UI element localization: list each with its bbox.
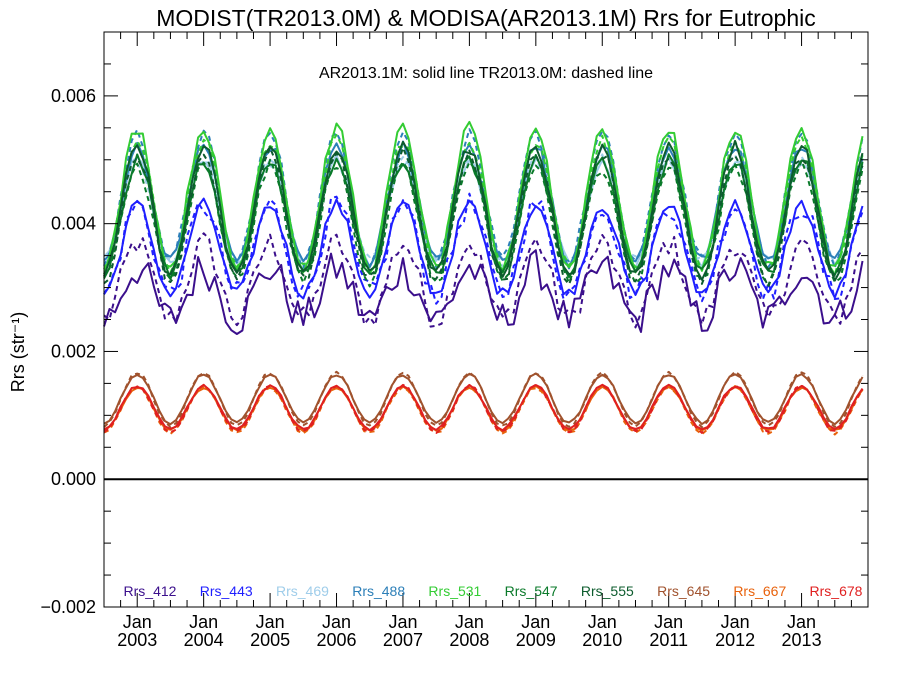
series-line-rrs-412-dashed [103,232,864,329]
x-tick-label-month: Jan [721,612,750,632]
legend-label-rrs-443: Rrs_443 [200,583,253,599]
x-tick-label-month: Jan [189,612,218,632]
series-line-rrs-443-dashed [103,192,864,305]
legend-label-rrs-678: Rrs_678 [810,583,863,599]
series-line-rrs-547-dashed [103,158,864,288]
x-tick-label-year: 2011 [649,630,688,650]
legend-label-rrs-645: Rrs_645 [657,583,710,599]
line-style-annotation: AR2013.1M: solid line TR2013.0M: dashed … [319,65,653,82]
x-tick-label-year: 2004 [184,630,224,650]
legend-label-rrs-547: Rrs_547 [505,583,558,599]
x-tick-label-month: Jan [322,612,351,632]
legend-label-rrs-531: Rrs_531 [428,583,481,599]
series-line-rrs-678-solid [103,383,864,432]
x-tick-label-year: 2013 [782,630,822,650]
legend: Rrs_412 Rrs_443 Rrs_469 Rrs_488 Rrs_531 Rrs_5… [124,583,863,599]
x-tick-label-year: 2010 [582,630,622,650]
axes-layer: −0.0020.0000.0020.0040.006Jan2003Jan2004… [40,31,869,650]
x-tick-label-month: Jan [654,612,683,632]
x-tick-label-year: 2008 [449,630,489,650]
series-line-rrs-555-dashed [103,146,864,288]
y-axis-label: Rrs (str⁻¹) [8,312,28,392]
x-tick-label-month: Jan [588,612,617,632]
y-tick-label: 0.006 [51,86,96,106]
x-tick-label-year: 2005 [250,630,290,650]
x-tick-label-year: 2003 [117,630,157,650]
x-tick-label-month: Jan [123,612,152,632]
legend-label-rrs-488: Rrs_488 [352,583,405,599]
legend-label-rrs-555: Rrs_555 [581,583,634,599]
series-layer [103,120,864,436]
y-tick-label: 0.002 [51,341,96,361]
series-line-rrs-531-solid [103,120,864,275]
series-line-rrs-412-solid [103,249,864,335]
series-line-rrs-667-dashed [103,385,864,436]
y-tick-label: 0.004 [51,214,96,234]
x-tick-label-month: Jan [256,612,285,632]
x-tick-label-month: Jan [521,612,550,632]
series-line-rrs-443-solid [103,197,864,300]
x-tick-label-year: 2006 [316,630,356,650]
x-tick-label-year: 2009 [516,630,556,650]
x-tick-label-month: Jan [455,612,484,632]
x-tick-label-year: 2007 [383,630,423,650]
series-line-rrs-555-solid [103,139,864,282]
y-tick-label: 0.000 [51,469,96,489]
series-line-rrs-645-solid [103,372,864,426]
legend-label-rrs-412: Rrs_412 [124,583,177,599]
x-tick-label-month: Jan [388,612,417,632]
legend-label-rrs-667: Rrs_667 [733,583,786,599]
chart-title: MODIST(TR2013.0M) & MODISA(AR2013.1M) Rr… [156,5,816,31]
x-tick-label-year: 2012 [715,630,755,650]
x-tick-label-month: Jan [787,612,816,632]
legend-label-rrs-469: Rrs_469 [276,583,329,599]
y-tick-label: −0.002 [40,597,96,617]
